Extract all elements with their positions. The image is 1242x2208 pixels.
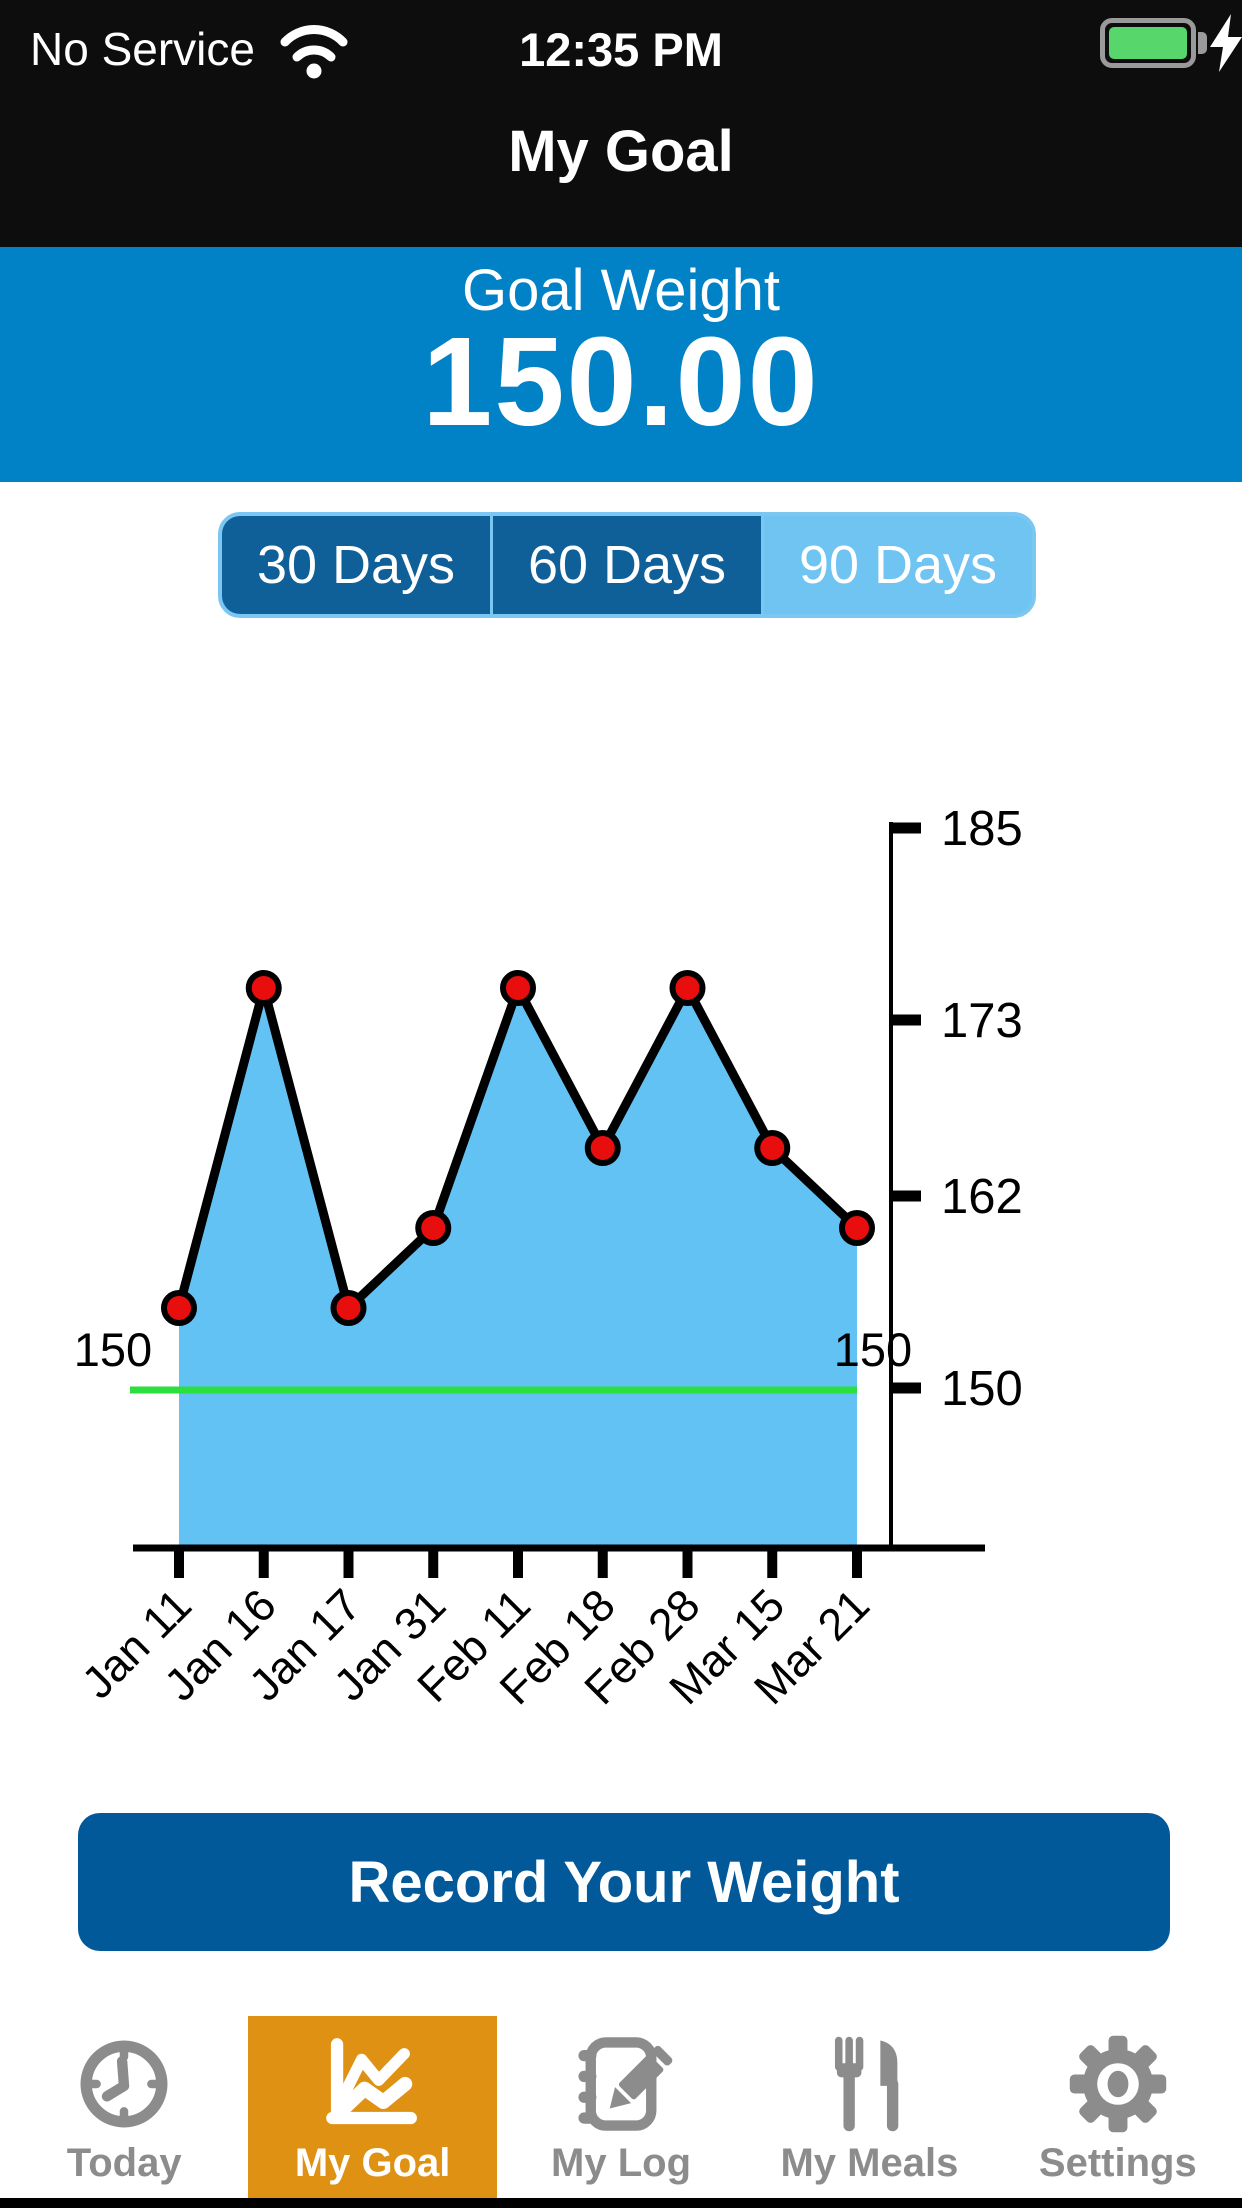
battery-nub [1198,32,1207,54]
svg-text:Feb 28: Feb 28 [574,1579,709,1714]
svg-text:Feb 11: Feb 11 [407,1579,540,1712]
svg-text:185: 185 [941,802,1023,856]
svg-text:150: 150 [834,1323,912,1376]
svg-text:Feb 18: Feb 18 [490,1579,625,1714]
tab-my-meals[interactable]: My Meals [745,2016,993,2200]
svg-text:Jan 16: Jan 16 [154,1579,286,1711]
status-and-nav-bar: No Service 12:35 PM My Goal [0,0,1242,247]
svg-text:Mar 21: Mar 21 [744,1579,879,1714]
notepad-pencil-icon [578,2037,673,2131]
clock-icon [80,2040,168,2128]
svg-text:Jan 31: Jan 31 [324,1579,456,1711]
goal-weight-label: Goal Weight [461,258,781,323]
battery-icon [1100,18,1196,68]
svg-text:150: 150 [74,1323,152,1376]
range-90-days-button[interactable]: 90 Days [761,516,1032,614]
tab-today[interactable]: Today [0,2016,248,2200]
range-60-days-button[interactable]: 60 Days [490,516,761,614]
svg-text:162: 162 [941,1170,1023,1224]
tab-my-log[interactable]: My Log [497,2016,745,2200]
tab-label: My Goal [294,2141,451,2185]
tab-label: Today [66,2141,182,2185]
page-title: My Goal [508,119,734,184]
carrier-label: No Service [30,23,255,75]
status-clock: 12:35 PM [519,23,723,76]
svg-text:150: 150 [941,1362,1023,1416]
fork-knife-icon [835,2036,899,2132]
line-chart-icon [325,2038,417,2125]
tab-my-goal[interactable]: My Goal [248,2016,497,2200]
goal-banner: Goal Weight 150.00 [0,247,1242,482]
gear-icon [1069,2035,1167,2133]
charging-bolt-icon [1210,14,1242,72]
range-30-days-button[interactable]: 30 Days [222,516,490,614]
tab-label: Settings [1038,2141,1197,2185]
range-selector: 30 Days 60 Days 90 Days [218,512,1036,618]
bottom-black-strip [0,2198,1242,2208]
tab-settings[interactable]: Settings [994,2016,1242,2200]
wifi-icon [280,25,348,79]
svg-text:Jan 17: Jan 17 [239,1579,371,1711]
battery-level [1109,27,1187,59]
svg-text:173: 173 [941,994,1023,1048]
svg-text:Jan 11: Jan 11 [72,1579,201,1708]
record-weight-button[interactable]: Record Your Weight [78,1813,1170,1951]
tab-label: My Log [551,2141,691,2185]
svg-text:Mar 15: Mar 15 [659,1579,794,1714]
tab-label: My Meals [780,2141,959,2185]
goal-weight-value: 150.00 [422,311,820,452]
tab-bar: Today My Goal [0,2016,1242,2200]
